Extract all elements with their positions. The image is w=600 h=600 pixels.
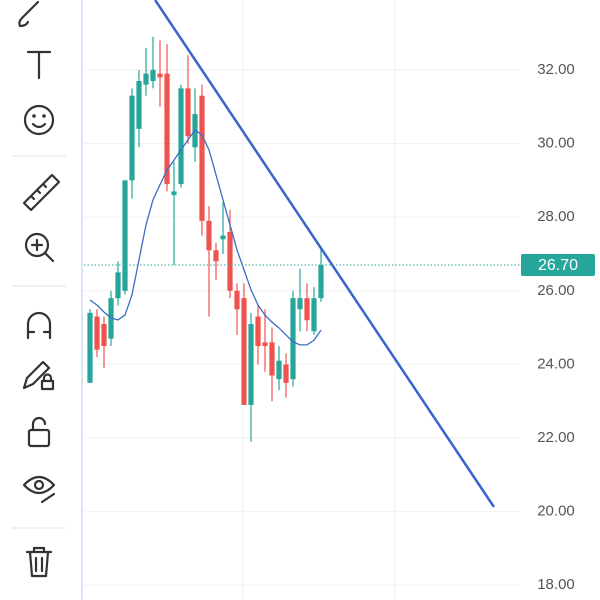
toolbar — [12, 0, 66, 578]
text-icon[interactable] — [26, 50, 52, 80]
last-price-label: 26.70 — [538, 257, 578, 274]
candle-body — [185, 88, 191, 137]
candle-body — [255, 316, 261, 347]
candle-body — [269, 342, 275, 376]
y-tick-label: 28.00 — [537, 208, 575, 225]
candle-body — [171, 191, 177, 196]
ruler-icon[interactable] — [22, 173, 61, 212]
y-tick-label: 20.00 — [537, 503, 575, 520]
candle-body — [276, 360, 282, 380]
candle-body — [248, 323, 254, 405]
candle-body — [234, 290, 240, 310]
magnet-icon[interactable] — [26, 311, 52, 340]
y-tick-label: 26.00 — [537, 282, 575, 299]
candle-body — [136, 80, 142, 129]
candle-body — [297, 298, 303, 310]
candle-body — [199, 95, 205, 221]
candle-body — [87, 312, 93, 383]
candle-body — [143, 73, 149, 85]
candle-body — [157, 73, 163, 78]
candle-body — [129, 95, 135, 181]
candle-body — [150, 69, 156, 81]
trend-line — [154, 0, 495, 508]
draw-lock-icon[interactable] — [22, 360, 55, 391]
candle-body — [122, 180, 128, 291]
candle-body — [290, 298, 296, 380]
candle-body — [227, 231, 233, 291]
zoom-icon[interactable] — [24, 232, 55, 263]
brush-icon[interactable] — [18, 0, 40, 28]
unlock-icon[interactable] — [27, 416, 51, 448]
y-tick-label: 32.00 — [537, 61, 575, 78]
candle-body — [178, 88, 184, 185]
emoji-icon[interactable] — [23, 104, 55, 136]
trash-icon[interactable] — [25, 546, 53, 578]
candle-body — [164, 73, 170, 185]
candle-body — [304, 298, 310, 321]
candle-body — [241, 298, 247, 405]
candle-body — [94, 316, 100, 350]
candle-body — [318, 265, 324, 299]
candle-body — [220, 235, 226, 240]
candle-body — [213, 250, 219, 262]
candle-body — [262, 342, 268, 347]
candle-body — [101, 323, 107, 347]
y-tick-label: 24.00 — [537, 355, 575, 372]
candle-body — [115, 272, 121, 299]
eye-icon[interactable] — [22, 475, 56, 504]
candle-body — [311, 298, 317, 332]
y-tick-label: 18.00 — [537, 576, 575, 593]
candle-body — [283, 364, 289, 383]
candle-body — [206, 220, 212, 251]
plot: 18.00 20.00 22.00 24.00 26.00 28.00 30.00 32.00… — [84, 0, 595, 593]
y-tick-label: 22.00 — [537, 429, 575, 446]
last-price-box — [521, 254, 595, 277]
moving-average — [89, 129, 322, 346]
y-tick-label: 30.00 — [537, 135, 575, 152]
